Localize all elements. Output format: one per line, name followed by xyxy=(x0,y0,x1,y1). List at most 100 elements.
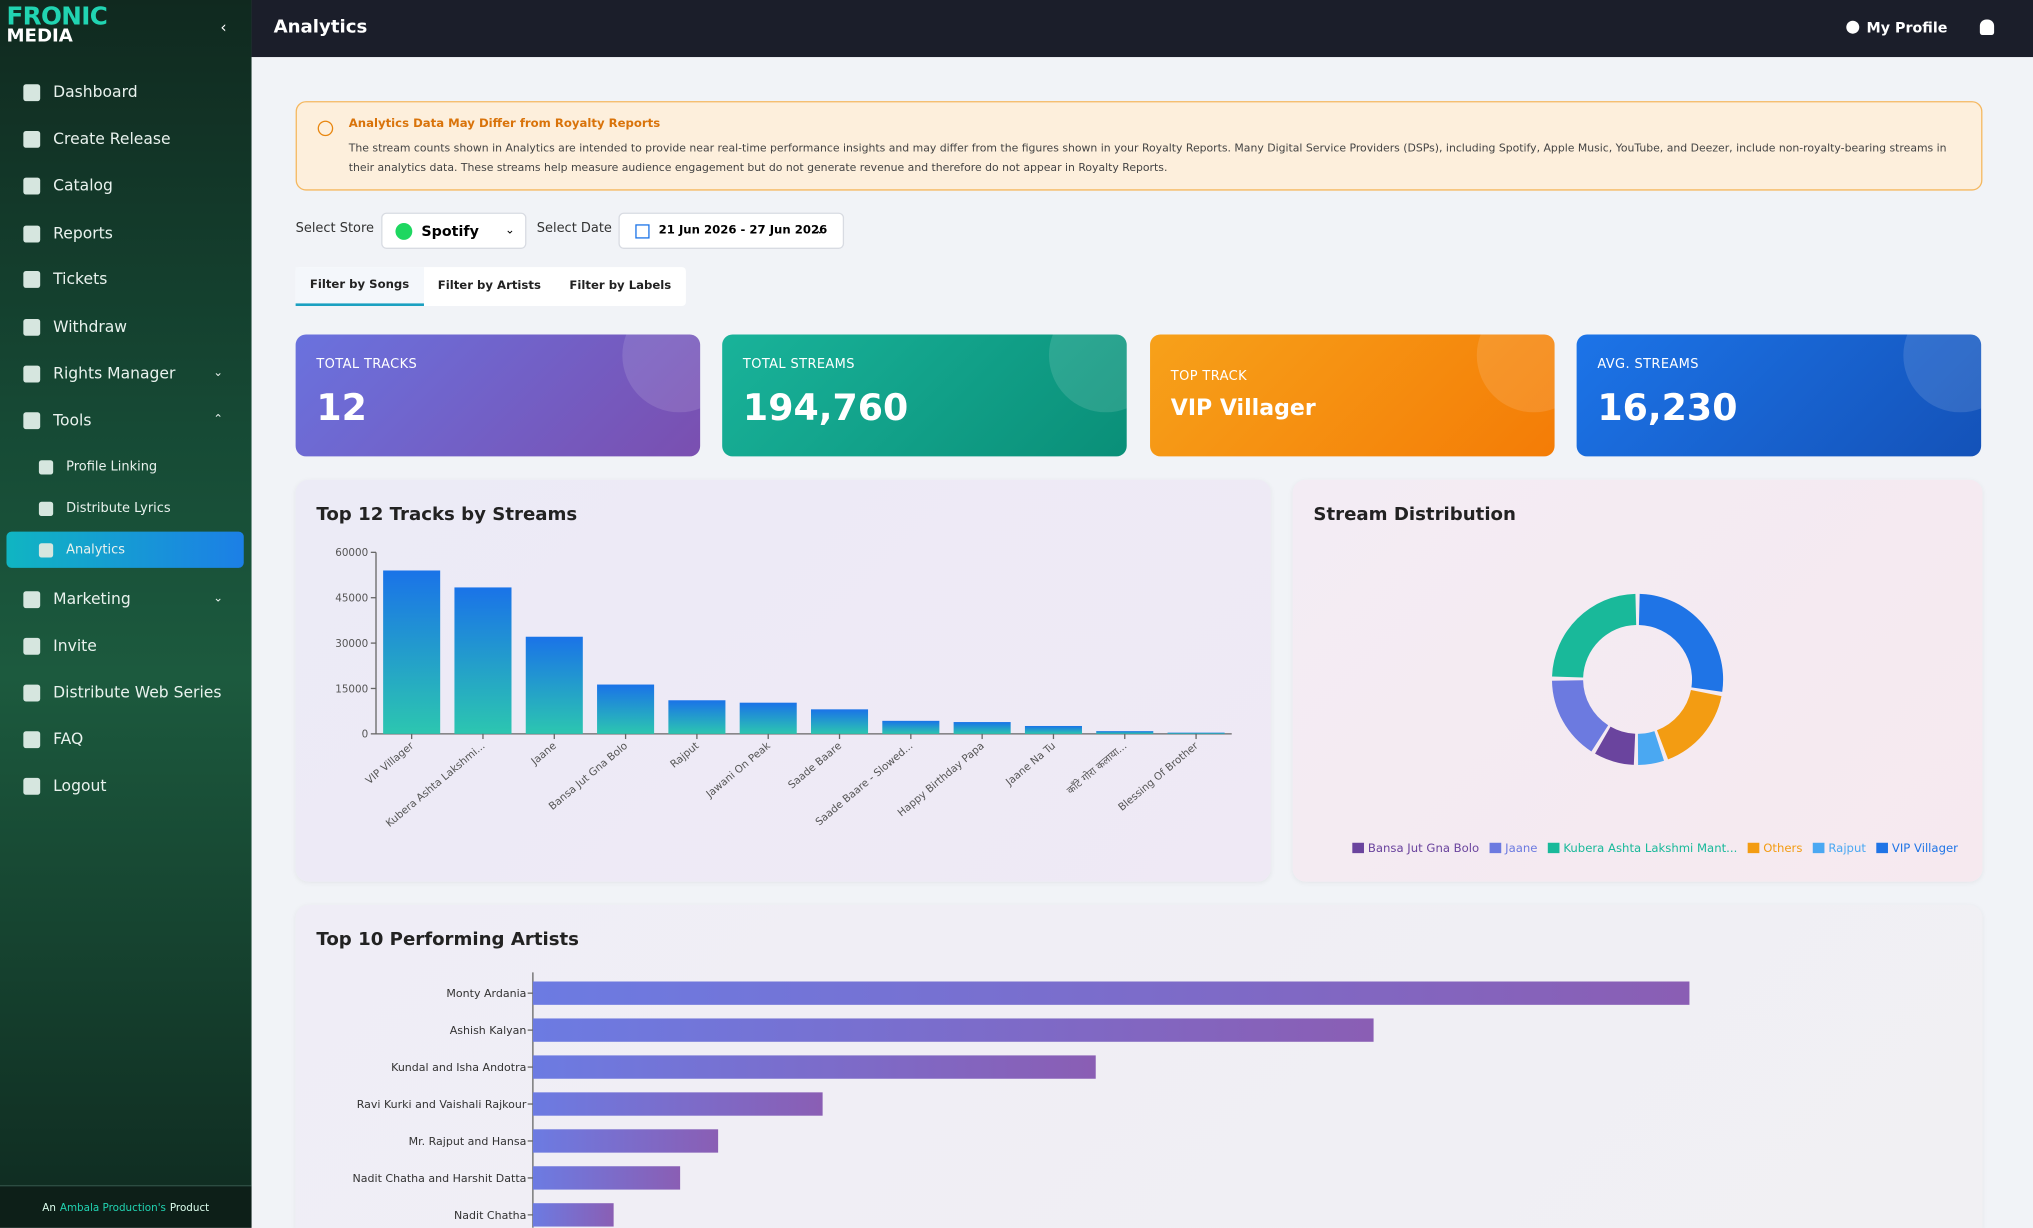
y-tick-label: Ashish Kalyan xyxy=(450,1024,527,1037)
tab[interactable]: Filter by Songs xyxy=(295,267,424,306)
nav-icon xyxy=(38,501,54,516)
bar xyxy=(532,1092,823,1116)
nav-label: Catalog xyxy=(53,176,113,195)
nav-label: Create Release xyxy=(53,129,171,148)
chart-title: Top 10 Performing Artists xyxy=(316,929,579,950)
notifications[interactable] xyxy=(1979,19,1995,36)
footer-link[interactable]: Ambala Production's xyxy=(59,1201,166,1213)
logo[interactable]: FRONIC MEDIA xyxy=(6,5,107,47)
store-label: Select Store xyxy=(295,221,375,236)
nav-item[interactable]: Catalog xyxy=(0,167,252,203)
x-tick-label: Bansa Jut Gna Bolo xyxy=(547,740,631,813)
nav-item[interactable]: Distribute Lyrics xyxy=(0,490,252,526)
tab[interactable]: Filter by Labels xyxy=(569,280,672,294)
nav-icon xyxy=(23,590,41,608)
bar xyxy=(525,636,583,734)
bar xyxy=(1096,731,1154,734)
y-tick-label: 60000 xyxy=(335,547,368,559)
nav-item[interactable]: Create Release xyxy=(0,121,252,157)
nav-item[interactable]: Invite xyxy=(0,628,252,664)
nav-icon xyxy=(38,459,54,474)
y-tick-label: 30000 xyxy=(335,638,368,650)
nav-item[interactable]: FAQ xyxy=(0,721,252,757)
x-tick-label: Jaane xyxy=(528,740,558,768)
page-title: Analytics xyxy=(273,16,368,38)
chart-title: Stream Distribution xyxy=(1313,504,1516,525)
x-tick-label: Rajput xyxy=(668,740,701,771)
nav-item[interactable]: Distribute Web Series xyxy=(0,674,252,710)
nav-item[interactable]: Reports xyxy=(0,215,252,251)
nav-item[interactable]: Dashboard xyxy=(0,74,252,110)
legend-swatch xyxy=(1489,842,1502,854)
donut-segment xyxy=(1656,690,1722,760)
legend-label: VIP Villager xyxy=(1892,841,1958,855)
nav-icon xyxy=(38,542,54,557)
x-tick-label: Jaane Na Tu xyxy=(1003,740,1058,789)
nav-label: FAQ xyxy=(53,729,84,749)
bar xyxy=(739,702,797,734)
bar xyxy=(1024,725,1082,734)
date-label: Select Date xyxy=(536,221,612,236)
legend-swatch xyxy=(1812,842,1825,854)
collapse-button[interactable]: ‹ xyxy=(220,18,227,37)
nav-icon xyxy=(23,318,41,336)
sidebar: FRONIC MEDIA ‹ Dashboard Create Release Cat… xyxy=(0,0,252,1228)
x-tick-label: VIP Villager xyxy=(363,739,416,786)
tabs: Filter by Songs Filter by Artists Filter b… xyxy=(295,267,686,306)
nav-item[interactable]: Tickets xyxy=(0,261,252,297)
bar xyxy=(597,684,655,734)
x-tick-label: काँटे गोरा कलाया... xyxy=(1064,739,1129,797)
nav-item[interactable]: Withdraw xyxy=(0,309,252,345)
nav-icon xyxy=(23,270,41,288)
stat-label: TOTAL TRACKS xyxy=(316,357,418,373)
donut-segment xyxy=(1595,726,1636,765)
tab[interactable]: Filter by Artists xyxy=(437,280,541,294)
nav-label: Distribute Web Series xyxy=(53,683,222,702)
nav-item[interactable]: Profile Linking xyxy=(0,449,252,485)
nav-label: Profile Linking xyxy=(66,459,158,474)
stat-value: 12 xyxy=(316,386,367,430)
bar xyxy=(532,1166,681,1190)
donut-segment xyxy=(1551,680,1609,752)
x-tick-label: Blessing Of Brother xyxy=(1116,739,1201,813)
legend-label: Kubera Ashta Lakshmi Mant... xyxy=(1563,841,1737,855)
stat-label: AVG. STREAMS xyxy=(1597,357,1699,373)
nav-label: Withdraw xyxy=(53,317,128,336)
calendar-icon xyxy=(635,223,650,238)
stat-value: VIP Villager xyxy=(1170,395,1316,422)
nav-icon xyxy=(23,364,41,382)
store-select[interactable]: Spotify ⌄ xyxy=(381,212,527,249)
alert: Analytics Data May Differ from Royalty R… xyxy=(295,101,1983,191)
nav-icon xyxy=(23,411,41,429)
stat-card: TOTAL STREAMS 194,760 xyxy=(722,334,1127,457)
bar xyxy=(532,1203,614,1227)
nav-item[interactable]: Analytics xyxy=(6,531,244,568)
stat-value: 194,760 xyxy=(742,386,909,430)
nav-label: Rights Manager xyxy=(53,364,176,383)
alert-title: Analytics Data May Differ from Royalty R… xyxy=(348,117,661,131)
nav-item[interactable]: Tools ⌃ xyxy=(0,402,252,438)
nav-caret: ⌄ xyxy=(213,366,224,380)
sidebar-footer: An Ambala Production's Product xyxy=(0,1185,252,1228)
nav-label: Invite xyxy=(53,636,97,655)
bar xyxy=(532,1055,1096,1079)
nav-label: Distribute Lyrics xyxy=(66,501,171,516)
nav-item[interactable]: Logout xyxy=(0,768,252,804)
x-tick-label: Jawani On Peak xyxy=(703,740,772,801)
footer-text: Product xyxy=(169,1201,210,1213)
profile-button[interactable]: My Profile xyxy=(1846,19,1948,36)
donut-segment xyxy=(1638,593,1724,692)
footer-text: An xyxy=(42,1201,56,1213)
y-tick-label: Ravi Kurki and Vaishali Rajkour xyxy=(357,1098,527,1111)
nav-item[interactable]: Marketing ⌄ xyxy=(0,581,252,617)
nav-icon xyxy=(23,224,41,242)
bar xyxy=(454,587,512,734)
date-select[interactable]: 21 Jun 2026 - 27 Jun 2026 ⌄ xyxy=(618,212,845,249)
nav-icon xyxy=(23,777,41,795)
x-tick-label: Saade Baare xyxy=(786,740,844,791)
nav-icon xyxy=(23,176,41,194)
nav-item[interactable]: Rights Manager ⌄ xyxy=(0,355,252,391)
y-tick-label: Nadit Chatha xyxy=(454,1209,526,1222)
